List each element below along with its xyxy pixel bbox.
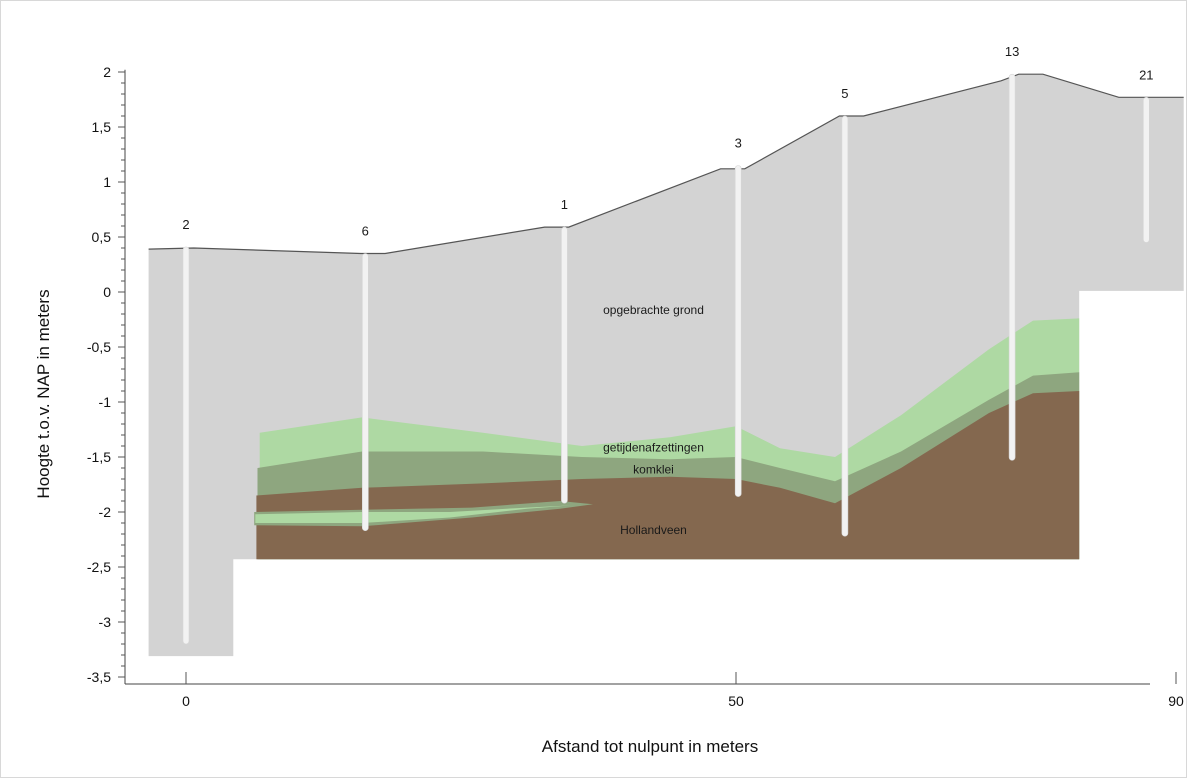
borehole-1 [561, 226, 568, 504]
borehole-label-3: 3 [735, 136, 742, 151]
borehole-label-21: 21 [1139, 67, 1153, 82]
y-tick-label: 0 [103, 284, 111, 300]
y-tick-label: -3 [99, 614, 112, 630]
borehole-13 [1008, 73, 1016, 461]
y-tick-label: 2 [103, 64, 111, 80]
y-tick-label: 1,5 [92, 119, 112, 135]
x-axis-title: Afstand tot nulpunt in meters [542, 737, 758, 756]
borehole-label-2: 2 [182, 217, 189, 232]
y-tick-label: 1 [103, 174, 111, 190]
borehole-2 [182, 246, 190, 645]
y-tick-label: -2,5 [87, 559, 111, 575]
y-tick-label: 0,5 [92, 229, 112, 245]
layer-label-komklei: komklei [633, 463, 674, 477]
y-axis-title: Hoogte t.o.v. NAP in meters [34, 289, 53, 498]
layer-lens-2 [255, 505, 572, 523]
x-tick-label: 0 [182, 693, 190, 709]
layer-label-opgebrachte-grond: opgebrachte grond [603, 303, 704, 317]
y-tick-label: -2 [99, 504, 112, 520]
borehole-label-13: 13 [1005, 44, 1019, 59]
borehole-label-1: 1 [561, 197, 568, 212]
borehole-label-5: 5 [841, 86, 848, 101]
borehole-3 [734, 165, 742, 497]
y-tick-label: -1,5 [87, 449, 111, 465]
layer-label-getijdenafzettingen: getijdenafzettingen [603, 441, 704, 455]
borehole-5 [841, 115, 849, 537]
borehole-label-6: 6 [362, 224, 369, 239]
layers-group [148, 73, 1184, 657]
y-tick-label: -3,5 [87, 669, 111, 685]
y-tick-label: -0,5 [87, 339, 111, 355]
boreholes-group [182, 73, 1150, 645]
borehole-6 [361, 253, 369, 532]
x-tick-label: 90 [1168, 693, 1184, 709]
axes-group: 2 1,5 1 0,5 0 -0,5 -1 -1,5 -2 -2,5 -3 -3,5 0 50 90 [87, 64, 1184, 709]
ground-surface-line [148, 73, 1184, 255]
y-tick-label: -1 [99, 394, 112, 410]
x-tick-label: 50 [728, 693, 744, 709]
layer-label-hollandveen: Hollandveen [620, 523, 687, 537]
borehole-21 [1143, 97, 1150, 243]
